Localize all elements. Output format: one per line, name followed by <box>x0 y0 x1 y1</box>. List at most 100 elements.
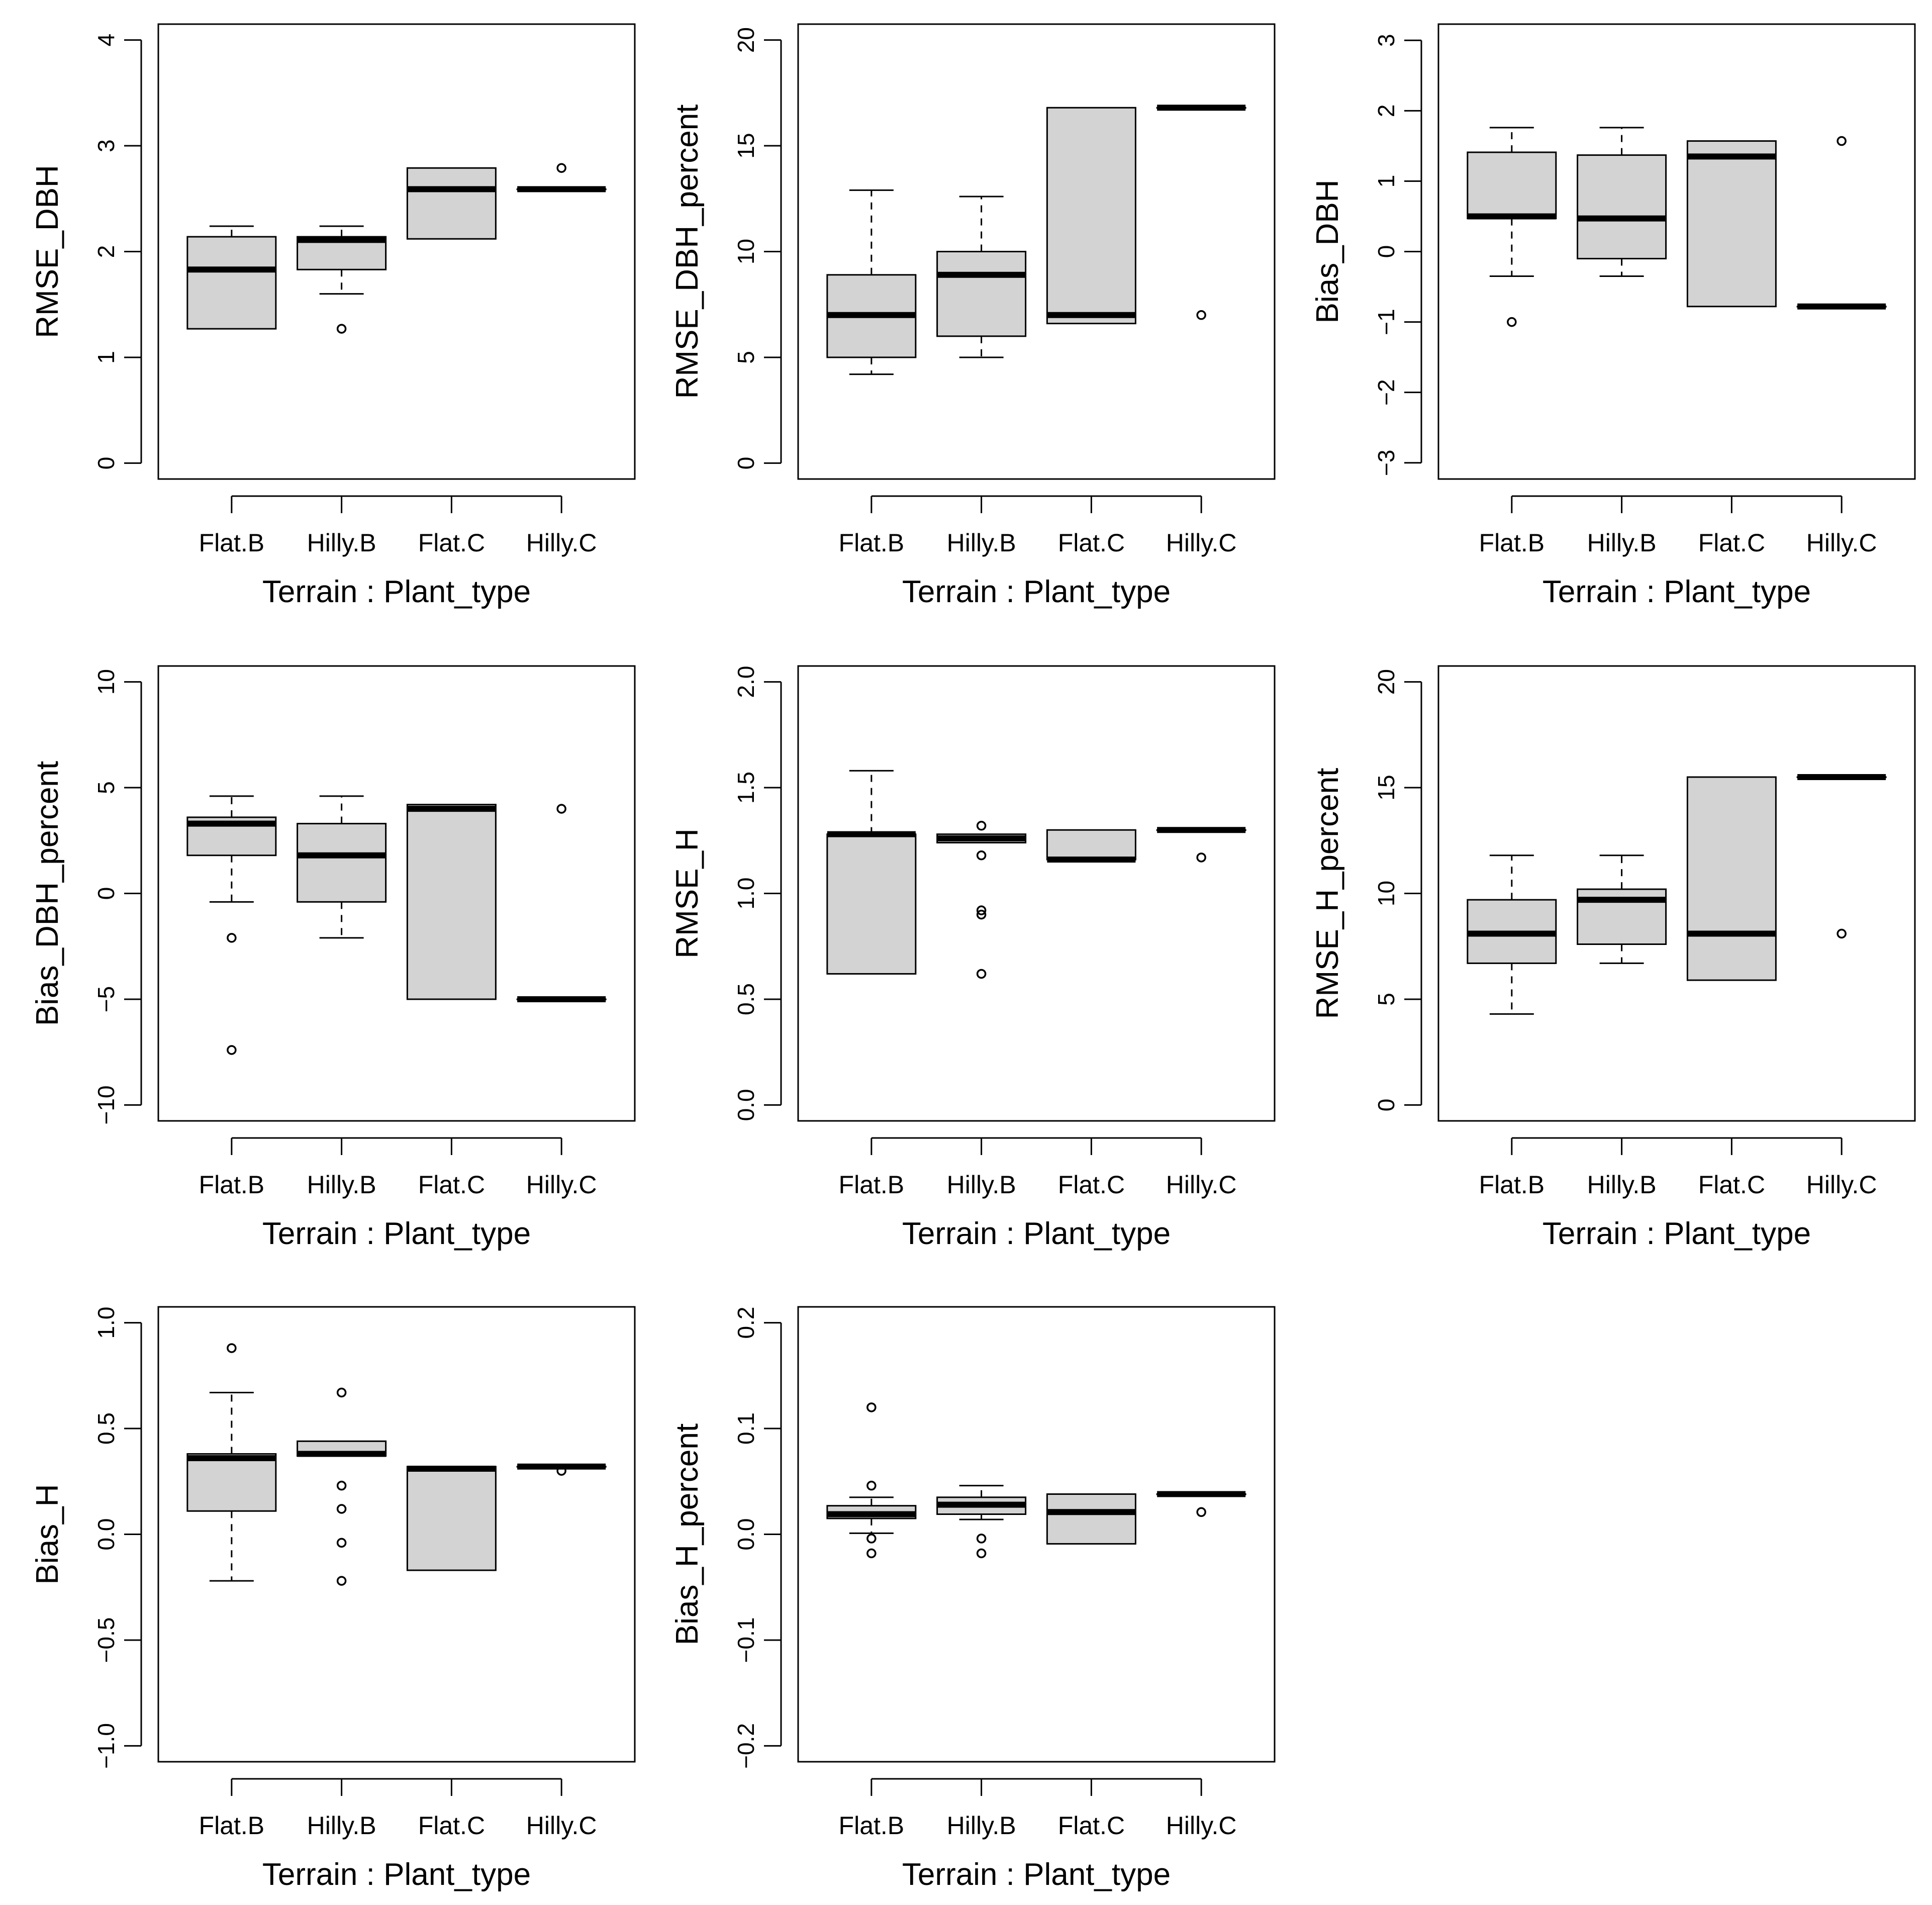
y-tick-label: −0.1 <box>733 1617 759 1663</box>
y-tick-label: 10 <box>93 669 119 695</box>
outlier-point <box>1196 852 1206 863</box>
box-hilly-c <box>516 804 607 1002</box>
x-tick-label: Flat.B <box>1479 529 1545 557</box>
y-tick-label: 5 <box>733 351 759 364</box>
outlier-point <box>976 969 987 979</box>
outlier-point <box>227 1343 237 1353</box>
x-tick-label: Flat.B <box>839 529 905 557</box>
x-tick-label: Hilly.C <box>1166 1812 1237 1840</box>
box-iqr <box>1686 776 1777 981</box>
y-tick-label: 0 <box>1373 1099 1399 1112</box>
outlier-point <box>866 1402 877 1412</box>
x-axis-title: Terrain : Plant_type <box>902 1216 1171 1251</box>
y-tick-label: 20 <box>733 27 759 53</box>
x-tick-label: Hilly.B <box>947 529 1016 557</box>
panel-rmse-dbh: 0 1 2 3 4 Flat.B Hilly.B Flat.C Hilly.C Terrain :… <box>30 23 636 609</box>
x-axis-title: Terrain : Plant_type <box>902 575 1171 609</box>
y-tick-label: −1 <box>1373 309 1399 335</box>
x-axis-title: Terrain : Plant_type <box>262 1857 531 1892</box>
box-iqr <box>936 251 1027 337</box>
x-tick-label: Hilly.C <box>526 1171 597 1199</box>
y-tick-label: 10 <box>733 239 759 264</box>
y-tick-label: 15 <box>733 133 759 158</box>
outlier-point <box>336 1480 347 1491</box>
outlier-point <box>336 1387 347 1398</box>
outlier-point <box>976 850 987 861</box>
y-tick-label: 10 <box>1373 881 1399 906</box>
outlier-point <box>976 1534 987 1544</box>
box-iqr <box>186 1453 277 1512</box>
plot-frame <box>1437 665 1916 1122</box>
outlier-point <box>336 1504 347 1514</box>
y-tick-label: −0.5 <box>93 1617 119 1663</box>
box-flat-b <box>826 189 917 375</box>
box-flat-c <box>406 804 497 1000</box>
box-flat-b <box>186 795 277 1055</box>
x-tick-label: Flat.C <box>1698 529 1765 557</box>
x-axis-title: Terrain : Plant_type <box>262 1216 531 1251</box>
box-hilly-c <box>1796 774 1887 939</box>
box-hilly-c <box>516 1463 607 1476</box>
outlier-point <box>556 1466 566 1476</box>
box-iqr <box>406 804 497 1000</box>
panel-rmse-h: 0.0 0.5 1.0 1.5 2.0 Flat.B Hilly.B Flat.C Hilly.… <box>670 665 1276 1251</box>
box-iqr <box>1046 829 1136 861</box>
box-iqr <box>406 1466 497 1571</box>
y-axis-title: RMSE_H <box>670 828 705 958</box>
plot-frame <box>797 23 1276 480</box>
y-tick-label: 1 <box>1373 175 1399 188</box>
x-tick-label: Hilly.B <box>947 1171 1016 1199</box>
box-flat-b <box>186 1343 277 1582</box>
panel-rmse-h-percent: 0 5 10 15 20 Flat.B Hilly.B Flat.C Hilly.C Terrai… <box>1310 665 1916 1251</box>
outlier-point <box>556 804 566 814</box>
y-tick-label: 2 <box>1373 105 1399 118</box>
y-tick-label: 0 <box>733 457 759 470</box>
outlier-point <box>866 1548 877 1559</box>
y-tick-label: 1 <box>93 351 119 364</box>
x-axis-title: Terrain : Plant_type <box>1542 575 1811 609</box>
x-tick-label: Hilly.C <box>1166 1171 1237 1199</box>
x-tick-label: Flat.B <box>199 1812 265 1840</box>
box-hilly-c <box>1156 105 1246 320</box>
box-flat-b <box>1467 127 1557 327</box>
x-tick-label: Flat.C <box>418 1171 485 1199</box>
y-tick-label: −0.2 <box>733 1723 759 1769</box>
y-tick-label: 4 <box>93 34 119 47</box>
box-hilly-b <box>936 821 1027 979</box>
box-hilly-b <box>297 795 387 939</box>
x-tick-label: Flat.B <box>199 1171 265 1199</box>
y-axis-title: Bias_DBH_percent <box>30 761 65 1026</box>
box-hilly-b <box>936 1485 1027 1559</box>
x-tick-label: Hilly.B <box>1587 529 1657 557</box>
x-tick-label: Hilly.C <box>526 1812 597 1840</box>
y-tick-label: 1.5 <box>733 772 759 804</box>
y-tick-label: 20 <box>1373 669 1399 695</box>
outlier-point <box>976 821 987 831</box>
plot-frame <box>157 665 636 1122</box>
y-axis-title: Bias_DBH <box>1310 180 1345 324</box>
x-tick-label: Hilly.B <box>307 1171 376 1199</box>
y-tick-label: 2 <box>93 245 119 258</box>
y-tick-label: −1.0 <box>93 1723 119 1769</box>
box-iqr <box>1046 1493 1136 1545</box>
x-tick-label: Flat.B <box>839 1171 905 1199</box>
x-tick-label: Hilly.C <box>526 529 597 557</box>
y-axis-title: RMSE_DBH <box>30 165 65 338</box>
box-flat-c <box>1046 829 1136 863</box>
box-flat-b <box>826 770 917 975</box>
x-axis-title: Terrain : Plant_type <box>1542 1216 1811 1251</box>
y-tick-label: 0.5 <box>733 983 759 1015</box>
outlier-point <box>1837 136 1847 146</box>
y-tick-label: 0 <box>93 457 119 470</box>
box-hilly-b <box>297 225 387 334</box>
x-tick-label: Flat.B <box>839 1812 905 1840</box>
box-hilly-b <box>936 196 1027 358</box>
outlier-point <box>227 933 237 943</box>
outlier-point <box>336 1538 347 1548</box>
x-tick-label: Hilly.B <box>1587 1171 1657 1199</box>
outlier-point <box>1196 1507 1206 1517</box>
box-hilly-c <box>516 163 607 193</box>
outlier-point <box>976 909 987 920</box>
x-tick-label: Hilly.B <box>307 529 376 557</box>
box-hilly-c <box>1156 1491 1246 1517</box>
